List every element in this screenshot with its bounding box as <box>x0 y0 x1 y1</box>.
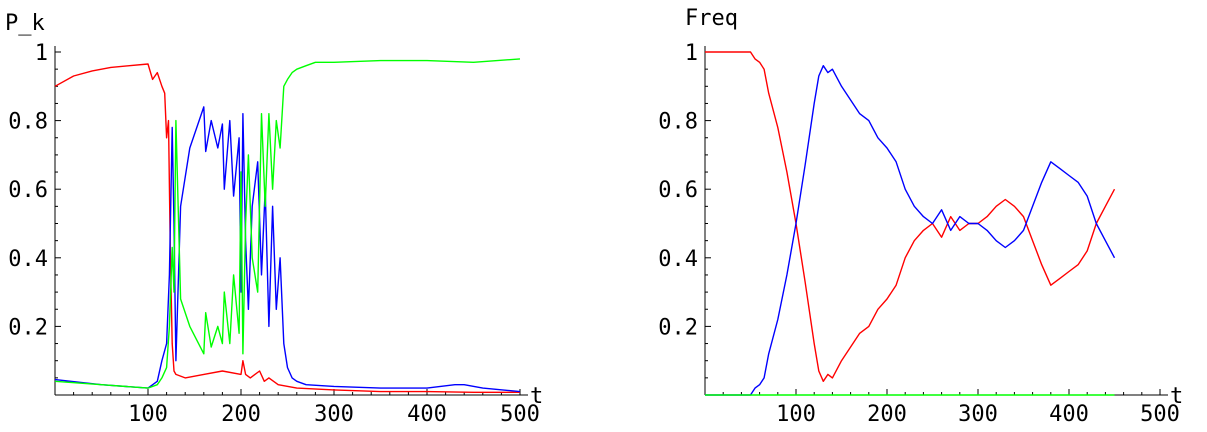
x-axis-label: t <box>530 384 543 409</box>
y-tick-label: 0.2 <box>8 315 48 340</box>
series-line-1 <box>705 64 1116 396</box>
x-tick-label: 100 <box>128 402 168 427</box>
y-tick-label: 0.4 <box>658 247 698 272</box>
series-line-1 <box>54 106 521 393</box>
y-tick-label: 0.8 <box>8 110 48 135</box>
y-tick-label: 0.2 <box>658 315 698 340</box>
chart-freq: 100 200 300 400 500 0.2 0.4 0.6 0.8 1 Freq t <box>658 6 1183 427</box>
x-tick-label: 200 <box>221 402 261 427</box>
x-tick-label: 400 <box>1049 402 1089 427</box>
x-tick-label: 500 <box>500 402 540 427</box>
y-tick-label: 0.4 <box>8 247 48 272</box>
x-tick-label: 200 <box>867 402 907 427</box>
x-tick-label: 300 <box>314 402 354 427</box>
y-tick-label: 0.8 <box>658 110 698 135</box>
x-tick-label: 400 <box>407 402 447 427</box>
y-tick-label: 0.6 <box>658 178 698 203</box>
series-line-0 <box>705 51 1116 382</box>
y-axis-label: P_k <box>5 11 45 36</box>
series-line-0 <box>54 63 520 393</box>
x-axis-label: t <box>1170 384 1183 409</box>
y-tick-label: 1 <box>685 41 698 66</box>
series-line-2 <box>54 58 521 389</box>
y-tick-label: 1 <box>35 41 48 66</box>
y-axis-label: Freq <box>685 6 738 31</box>
x-tick-label: 100 <box>776 402 816 427</box>
x-tick-label: 500 <box>1140 402 1180 427</box>
chart-pk: 100 200 300 400 500 0.2 0.4 0.6 0.8 1 P_kt <box>5 11 543 427</box>
y-tick-label: 0.6 <box>8 178 48 203</box>
x-tick-label: 300 <box>958 402 998 427</box>
